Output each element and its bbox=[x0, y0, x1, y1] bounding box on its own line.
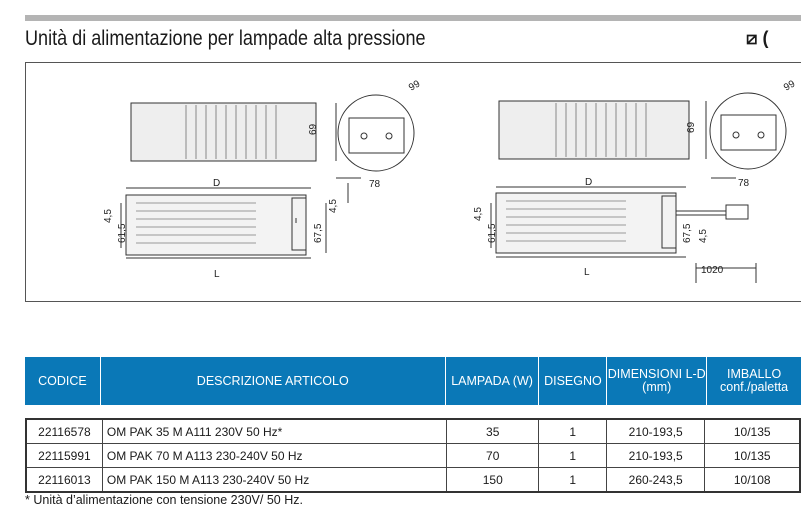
product-table: 22116578 OM PAK 35 M A111 230V 50 Hz* 35… bbox=[25, 418, 801, 493]
enec-logo: ⧄ ( bbox=[746, 28, 769, 48]
cell-dimensioni: 210-193,5 bbox=[605, 443, 706, 468]
dim-L: L bbox=[584, 267, 590, 278]
dim-61-5: 61,5 bbox=[117, 223, 128, 243]
cell-disegno: 1 bbox=[538, 418, 607, 444]
header-disegno: DISEGNO bbox=[538, 357, 607, 405]
header-codice: CODICE bbox=[38, 373, 87, 388]
dim-4-5-left: 4,5 bbox=[473, 207, 484, 221]
dim-4-5-right: 4,5 bbox=[698, 229, 709, 243]
dim-L: L bbox=[214, 269, 220, 280]
table-row: 22115991 OM PAK 70 M A113 230-240V 50 Hz… bbox=[25, 443, 801, 468]
dim-69: 69 bbox=[308, 123, 319, 135]
dim-67-5: 67,5 bbox=[313, 223, 324, 243]
footnote: * Unità d’alimentazione con tensione 230… bbox=[25, 493, 303, 507]
dim-78: 78 bbox=[369, 179, 381, 190]
cell-codice: 22116013 bbox=[25, 467, 103, 493]
dim-99: 99 bbox=[407, 78, 423, 93]
drawing-right bbox=[490, 92, 787, 283]
header-lampada: LAMPADA (W) bbox=[444, 357, 539, 405]
header-dimensioni: DIMENSIONI L-D (mm) bbox=[606, 357, 707, 405]
cell-imballo: 10/108 bbox=[704, 467, 801, 493]
dim-D: D bbox=[213, 178, 220, 189]
page-title: Unità di alimentazione per lampade alta … bbox=[25, 27, 426, 50]
technical-drawings: 99 69 78 D 4,5 61,5 67,5 4,5 L 99 69 78 … bbox=[103, 78, 798, 283]
cell-imballo: 10/135 bbox=[704, 443, 801, 468]
cell-lampada: 150 bbox=[446, 467, 540, 493]
cell-dimensioni: 210-193,5 bbox=[605, 418, 706, 444]
cell-disegno: 1 bbox=[538, 467, 607, 493]
table-row: 22116578 OM PAK 35 M A111 230V 50 Hz* 35… bbox=[25, 418, 801, 444]
cell-disegno: 1 bbox=[538, 443, 607, 468]
dim-D: D bbox=[585, 177, 592, 188]
table-header: CODICE DESCRIZIONE ARTICOLO LAMPADA (W) … bbox=[25, 357, 801, 405]
cell-lampada: 35 bbox=[446, 418, 540, 444]
header-imballo: IMBALLO conf./paletta bbox=[706, 357, 801, 405]
cell-imballo: 10/135 bbox=[704, 418, 801, 444]
dim-4-5-left: 4,5 bbox=[103, 209, 114, 223]
cell-dimensioni: 260-243,5 bbox=[605, 467, 706, 493]
technical-drawing-frame: 99 69 78 D 4,5 61,5 67,5 4,5 L 99 69 78 … bbox=[25, 62, 801, 302]
cell-codice: 22116578 bbox=[25, 418, 103, 444]
cell-descrizione: OM PAK 35 M A111 230V 50 Hz* bbox=[101, 418, 448, 444]
dim-99: 99 bbox=[782, 78, 798, 93]
dim-78: 78 bbox=[738, 178, 750, 189]
dim-61-5: 61,5 bbox=[487, 223, 498, 243]
dim-69: 69 bbox=[686, 121, 697, 133]
cell-descrizione: OM PAK 70 M A113 230-240V 50 Hz bbox=[101, 443, 448, 468]
header-descrizione: DESCRIZIONE ARTICOLO bbox=[99, 357, 446, 405]
header-rule bbox=[25, 15, 801, 21]
dim-67-5: 67,5 bbox=[682, 223, 693, 243]
drawing-left bbox=[120, 94, 415, 259]
cell-descrizione: OM PAK 150 M A113 230-240V 50 Hz bbox=[101, 467, 448, 493]
cell-lampada: 70 bbox=[446, 443, 540, 468]
dim-1020: 1020 bbox=[701, 265, 724, 276]
dim-4-5-right: 4,5 bbox=[328, 199, 339, 213]
table-row: 22116013 OM PAK 150 M A113 230-240V 50 H… bbox=[25, 467, 801, 493]
cell-codice: 22115991 bbox=[25, 443, 103, 468]
